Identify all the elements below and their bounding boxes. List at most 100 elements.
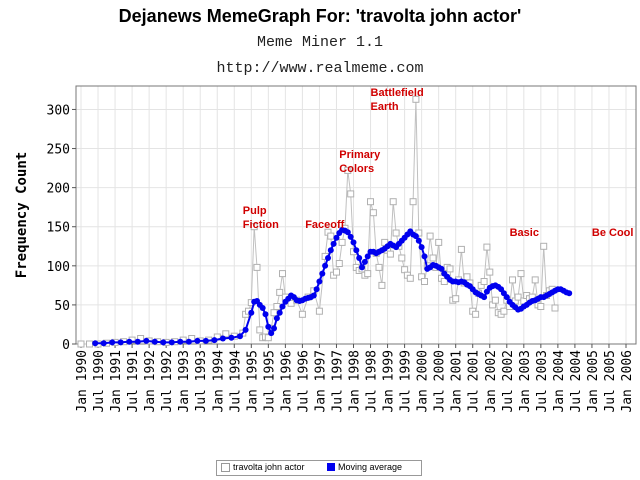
average-point [117, 339, 124, 346]
legend-swatch-raw [221, 462, 230, 472]
average-point [219, 335, 226, 342]
average-point [242, 326, 249, 333]
x-tick-label: Jul 2003 [535, 350, 550, 413]
raw-point [540, 242, 548, 250]
raw-point [551, 304, 559, 312]
x-tick-label: Jul 2004 [569, 350, 584, 413]
annotation-label: Primary Colors [339, 149, 381, 175]
average-point [364, 253, 371, 260]
average-point [313, 286, 320, 293]
x-tick-label: Jan 1992 [143, 350, 158, 413]
y-axis-ticks: 0 50 100 150 200 250 300 [47, 103, 76, 353]
y-axis-label: Frequency Count [14, 152, 30, 278]
chart-url: http://www.realmeme.com [216, 60, 424, 77]
raw-point [509, 276, 516, 284]
average-point [248, 309, 255, 316]
x-tick-label: Jul 1998 [365, 350, 380, 413]
average-point [415, 237, 422, 244]
average-point [327, 247, 334, 254]
average-point [319, 270, 326, 277]
average-point [279, 303, 286, 310]
average-point [160, 339, 167, 346]
average-point [177, 338, 184, 345]
raw-point [483, 243, 491, 251]
raw-point [517, 270, 525, 278]
legend-item-average: Moving average [327, 462, 402, 472]
x-tick-label: Jan 1996 [279, 350, 294, 413]
raw-point [386, 250, 394, 258]
average-point [151, 338, 158, 345]
raw-point [398, 254, 406, 262]
x-tick-label: Jul 2002 [501, 350, 516, 413]
y-tick-label: 250 [47, 143, 70, 158]
annotation-line: Earth [371, 101, 399, 113]
annotation-label: Be Cool [592, 227, 634, 239]
legend: travolta john actor Moving average [216, 460, 422, 476]
average-point [168, 339, 175, 346]
raw-point [486, 268, 494, 276]
average-point [237, 333, 243, 340]
y-tick-label: 0 [62, 338, 70, 353]
y-tick-label: 300 [47, 103, 70, 118]
x-tick-label: Jul 1995 [262, 350, 277, 413]
average-point [412, 233, 419, 240]
raw-point [378, 281, 386, 289]
raw-point [364, 270, 372, 278]
average-point [325, 255, 331, 261]
annotation-label: Pulp Fiction [243, 205, 279, 231]
raw-point [406, 274, 414, 282]
x-tick-label: Jul 1993 [194, 350, 209, 413]
raw-point [412, 95, 420, 103]
annotation-line: Basic [510, 227, 539, 239]
raw-point [392, 229, 400, 237]
x-tick-label: Jan 2004 [552, 350, 567, 413]
raw-point [457, 245, 465, 253]
average-point [322, 262, 329, 269]
average-point [268, 330, 275, 337]
x-tick-label: Jan 1997 [313, 350, 328, 413]
annotation-label: Battlefield Earth [371, 87, 424, 113]
average-point [126, 338, 133, 345]
raw-point [514, 293, 522, 301]
raw-point [381, 238, 389, 246]
raw-point [429, 254, 437, 262]
annotation-line: Battlefield [371, 87, 424, 99]
moving-average-series [92, 226, 573, 347]
average-point [276, 309, 283, 316]
annotation-line: Primary [339, 149, 381, 161]
x-tick-label: Jan 1990 [75, 350, 90, 413]
x-tick-label: Jul 2005 [603, 350, 618, 413]
x-tick-label: Jul 1999 [399, 350, 414, 413]
raw-point [270, 309, 278, 317]
average-point [273, 315, 280, 322]
x-tick-label: Jan 1991 [109, 350, 124, 413]
raw-point [279, 270, 286, 278]
x-tick-label: Jan 1999 [382, 350, 397, 413]
raw-point [335, 260, 343, 267]
average-point [350, 239, 357, 246]
legend-label-raw: travolta john actor [233, 462, 305, 472]
chart-subtitle: Meme Miner 1.1 [256, 34, 384, 51]
raw-point [315, 307, 323, 315]
average-point [262, 311, 269, 318]
annotation-line: Pulp [243, 205, 267, 217]
average-point [316, 278, 323, 285]
average-point [347, 233, 354, 240]
average-point [333, 234, 340, 241]
raw-point [86, 340, 93, 348]
average-point [134, 338, 141, 345]
raw-point [77, 340, 85, 348]
plot-area-frame [75, 85, 637, 345]
raw-point [256, 326, 264, 334]
raw-point [347, 190, 355, 198]
y-tick-label: 50 [54, 299, 70, 314]
legend-item-raw: travolta john actor [221, 462, 305, 472]
annotation-line: Fiction [243, 219, 279, 231]
average-point [503, 294, 510, 301]
raw-point [421, 278, 428, 285]
raw-point [264, 334, 272, 342]
x-tick-label: Jul 1997 [330, 350, 345, 413]
x-tick-label: Jan 1994 [211, 350, 226, 413]
average-point [109, 339, 116, 346]
x-tick-label: Jan 2000 [416, 350, 431, 413]
